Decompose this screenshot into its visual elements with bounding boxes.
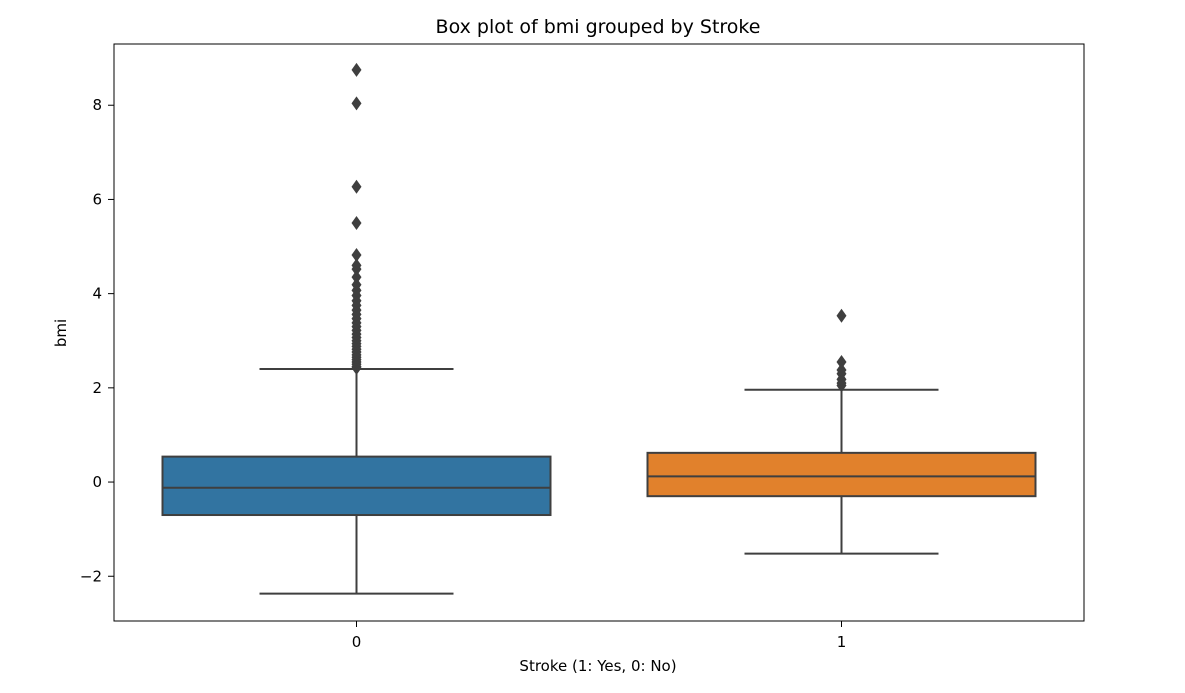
- outlier-0-30: [351, 179, 362, 194]
- y-tick-label-1: 0: [92, 473, 102, 491]
- y-tick-label-3: 4: [92, 285, 102, 303]
- y-axis-label: bmi: [52, 319, 70, 347]
- box-1: [646, 451, 1037, 498]
- box-0: [161, 455, 552, 517]
- box-group-1: [646, 308, 1037, 555]
- axes: −2 0 2 4 6 8 0 1: [80, 96, 846, 651]
- outlier-0-31: [351, 96, 362, 111]
- chart-title: Box plot of bmi grouped by Stroke: [436, 16, 761, 38]
- outlier-0-24: [351, 277, 362, 292]
- outlier-0-29: [351, 215, 362, 230]
- y-tick-label-4: 6: [92, 190, 102, 208]
- x-tick-label-1: 1: [837, 633, 847, 651]
- box-group-0: [161, 62, 552, 595]
- outlier-0-25: [351, 270, 362, 285]
- axes-frame: [113, 43, 1085, 622]
- plot-area: [161, 62, 1037, 595]
- outlier-1-4: [836, 362, 847, 377]
- outlier-0-32: [351, 62, 362, 77]
- y-tick-label-0: −2: [80, 567, 102, 585]
- x-tick-label-0: 0: [352, 633, 362, 651]
- outlier-1-6: [836, 308, 847, 323]
- outlier-0-27: [351, 258, 362, 273]
- outlier-1-5: [836, 354, 847, 369]
- x-axis-label: Stroke (1: Yes, 0: No): [519, 657, 676, 675]
- y-tick-label-2: 2: [92, 379, 102, 397]
- outlier-0-28: [351, 248, 362, 263]
- y-tick-label-5: 8: [92, 96, 102, 114]
